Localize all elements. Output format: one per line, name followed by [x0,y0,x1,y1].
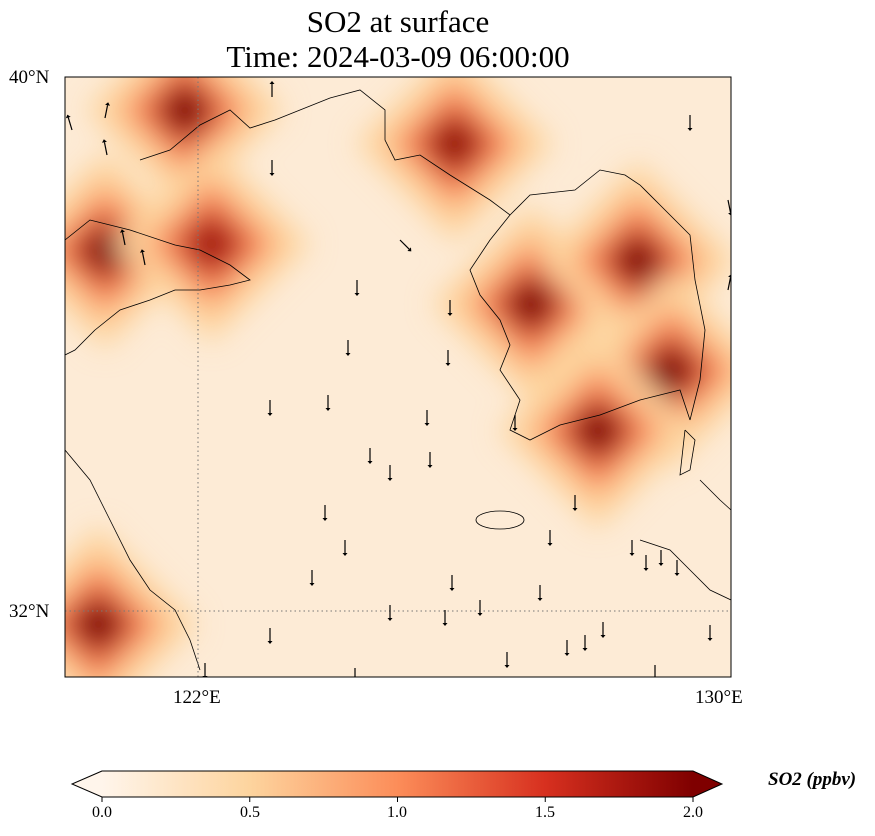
wind-arrow [309,570,315,586]
colorbar-tick-label: 0.0 [92,804,112,821]
lat-tick-32n: 32°N [9,601,50,622]
wind-arrow [104,102,111,119]
so2-hotspot [500,272,563,336]
so2-hotspot [606,229,669,292]
lon-tick-122e: 122°E [173,687,221,708]
so2-hotspot [639,339,703,402]
wind-arrow [101,139,108,156]
wind-arrow [442,610,448,626]
wind-arrow [658,550,664,566]
so2-hotspot [566,399,629,462]
wind-arrow [477,600,483,616]
map-frame [64,76,732,678]
wind-arrow [387,605,393,621]
wind-arrow [269,160,275,176]
map-area [65,77,731,677]
so2-hotspot [423,112,486,175]
wind-arrow [267,628,273,644]
wind-arrow [354,280,360,296]
jeju-island [475,510,525,530]
wind-arrow [654,665,656,677]
colorbar-title: SO2 (ppbv) [768,769,857,790]
wind-vectors [65,81,731,677]
colorbar-extend-min [72,771,102,797]
wind-arrow [447,300,453,316]
coastline-japan [639,429,731,601]
wind-arrow [354,668,356,677]
wind-arrow [512,415,518,431]
wind-arrow [325,395,331,411]
wind-arrow [727,274,731,291]
wind-arrow [727,199,731,216]
colorbar-tick-label: 0.5 [240,804,260,821]
so2-hotspot [67,593,130,656]
coastlines [65,89,731,671]
so2-hotspot [153,79,216,142]
colorbar-tick-label: 2.0 [683,804,703,821]
wind-arrow [537,585,543,601]
wind-arrow [600,622,606,638]
wind-arrow [707,625,713,641]
colorbar-tick-label: 1.5 [535,804,555,821]
wind-arrow [387,465,393,481]
wind-arrow [572,495,578,511]
wind-arrow [119,229,126,246]
wind-arrow [269,81,275,97]
colorbar-tick-label: 1.0 [387,804,407,821]
wind-arrow [547,530,553,546]
coastline-korea-west [469,214,691,441]
coastline-china-east [65,449,201,671]
title-line1: SO2 at surface [306,4,490,39]
title-line2: Time: 2024-03-09 06:00:00 [226,39,570,74]
wind-arrow [445,350,451,366]
colorbar-gradient [102,771,693,797]
wind-arrow [342,540,348,556]
wind-arrow [267,400,273,416]
wind-arrow [424,410,430,426]
wind-arrow [504,652,510,668]
coastline-shandong [65,219,251,356]
wind-arrow [674,560,680,576]
wind-arrow [687,115,693,131]
coastline-liaodong [139,89,706,421]
wind-arrow [139,249,146,266]
colorbar [70,770,724,802]
colorbar-extend-max [693,771,722,797]
wind-arrow [399,239,412,252]
wind-arrow [629,540,635,556]
wind-arrow [345,340,351,356]
wind-arrow [367,448,373,464]
wind-arrow [449,575,455,591]
wind-arrow [65,114,73,131]
lon-tick-130e: 130°E [695,687,743,708]
wind-arrow [564,640,570,656]
wind-arrow [427,452,433,468]
wind-arrow [322,505,328,521]
wind-arrow [582,635,588,651]
wind-arrow [643,555,649,571]
so2-hotspot [180,212,243,275]
lat-tick-40n: 40°N [9,67,50,88]
